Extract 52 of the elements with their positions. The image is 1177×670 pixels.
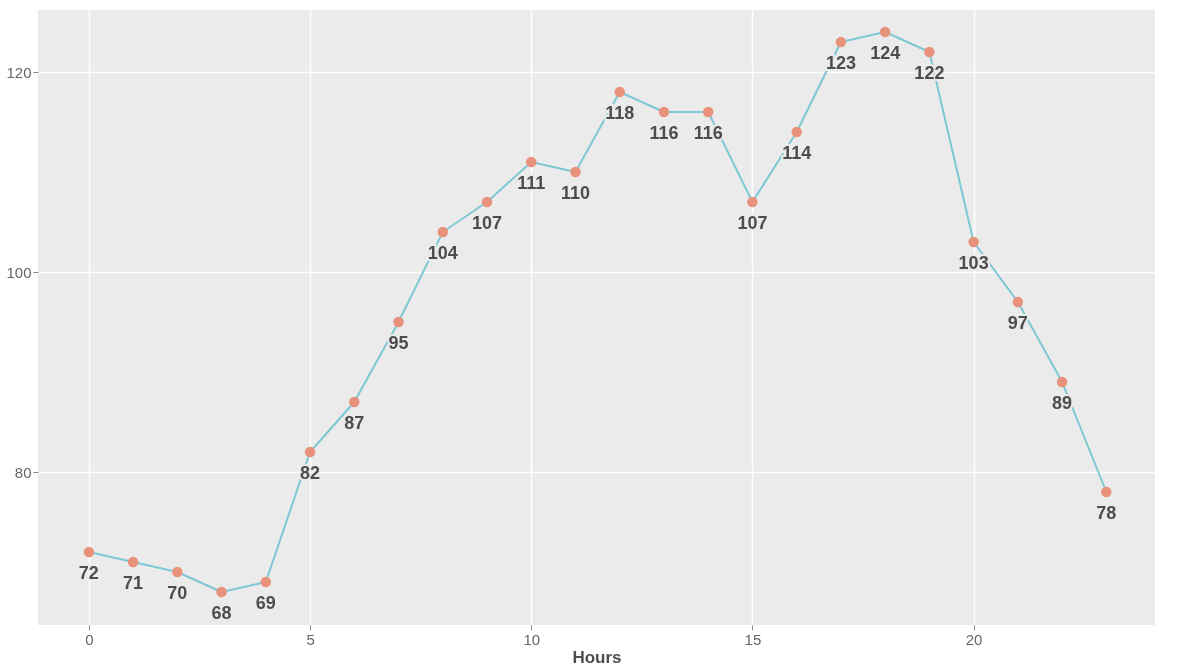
point <box>349 396 360 408</box>
point <box>1101 486 1112 498</box>
point <box>481 196 493 208</box>
x-tick-label: 10 <box>523 630 541 648</box>
x-tick-label: 20 <box>965 630 983 648</box>
point <box>924 46 935 58</box>
x-axis-title: Hours <box>572 647 622 667</box>
data-label: 110 <box>560 183 591 203</box>
point <box>216 586 227 598</box>
point <box>570 166 581 178</box>
point <box>526 156 537 168</box>
data-label: 69 <box>255 593 276 613</box>
data-label: 107 <box>737 213 768 233</box>
x-tick-label: 15 <box>744 630 762 648</box>
data-label: 118 <box>605 103 635 123</box>
data-label: 124 <box>870 43 901 63</box>
data-label: 72 <box>78 563 99 583</box>
data-label: 116 <box>649 123 679 143</box>
data-label: 97 <box>1007 313 1028 333</box>
y-tick-label: 80 <box>14 463 32 481</box>
point <box>614 86 625 98</box>
y-tick-label: 120 <box>6 63 32 81</box>
data-label: 70 <box>167 583 188 603</box>
y-tick-label: 100 <box>6 263 32 281</box>
point <box>658 106 670 118</box>
data-label: 71 <box>123 573 144 593</box>
point <box>1012 296 1024 308</box>
point <box>437 226 449 238</box>
data-label: 111 <box>517 173 546 193</box>
point <box>702 106 714 118</box>
point <box>260 576 272 588</box>
point <box>835 36 847 48</box>
point <box>747 196 758 208</box>
data-label: 103 <box>958 253 989 273</box>
data-label: 68 <box>211 603 232 623</box>
x-tick-label: 5 <box>306 630 315 648</box>
point <box>791 126 802 138</box>
point <box>83 546 95 558</box>
data-label: 78 <box>1096 503 1117 523</box>
point <box>968 236 979 248</box>
data-label: 107 <box>471 213 503 233</box>
point <box>879 26 891 38</box>
point <box>393 316 404 328</box>
point <box>304 446 316 458</box>
data-label: 89 <box>1052 393 1073 413</box>
point <box>127 556 139 568</box>
data-label: 87 <box>344 413 365 433</box>
point <box>172 566 183 578</box>
point <box>1056 376 1068 388</box>
data-label: 114 <box>782 143 812 163</box>
data-label: 95 <box>388 333 409 353</box>
x-tick-label: 0 <box>85 630 94 648</box>
